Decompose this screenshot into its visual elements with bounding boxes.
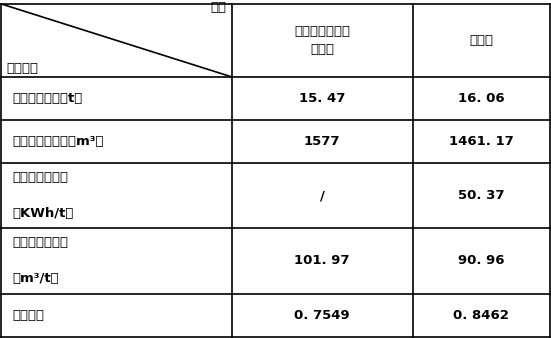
- Text: 90. 96: 90. 96: [458, 255, 504, 267]
- Text: 每吨蒸汽耗电量

（KWh/t）: 每吨蒸汽耗电量 （KWh/t）: [12, 171, 74, 220]
- Text: 1461. 17: 1461. 17: [449, 135, 514, 148]
- Text: 普通燃气蒸汽锅
炉系统: 普通燃气蒸汽锅 炉系统: [294, 25, 350, 56]
- Text: 系统: 系统: [210, 1, 226, 14]
- Text: 16. 06: 16. 06: [458, 92, 504, 105]
- Text: 锅炉效率: 锅炉效率: [12, 309, 44, 322]
- Text: 平均日产汽量（t）: 平均日产汽量（t）: [12, 92, 83, 105]
- Text: 15. 47: 15. 47: [299, 92, 345, 105]
- Text: 1577: 1577: [304, 135, 341, 148]
- Text: /: /: [320, 189, 325, 202]
- Text: 0. 8462: 0. 8462: [453, 309, 509, 322]
- Text: 本发明: 本发明: [469, 34, 493, 47]
- Text: 每吨蒸汽耗气量

（m³/t）: 每吨蒸汽耗气量 （m³/t）: [12, 236, 68, 285]
- Text: 平均日燃气用量（m³）: 平均日燃气用量（m³）: [12, 135, 104, 148]
- Text: 0. 7549: 0. 7549: [294, 309, 350, 322]
- Text: 实测参数: 实测参数: [7, 62, 39, 75]
- Text: 101. 97: 101. 97: [294, 255, 350, 267]
- Text: 50. 37: 50. 37: [458, 189, 504, 202]
